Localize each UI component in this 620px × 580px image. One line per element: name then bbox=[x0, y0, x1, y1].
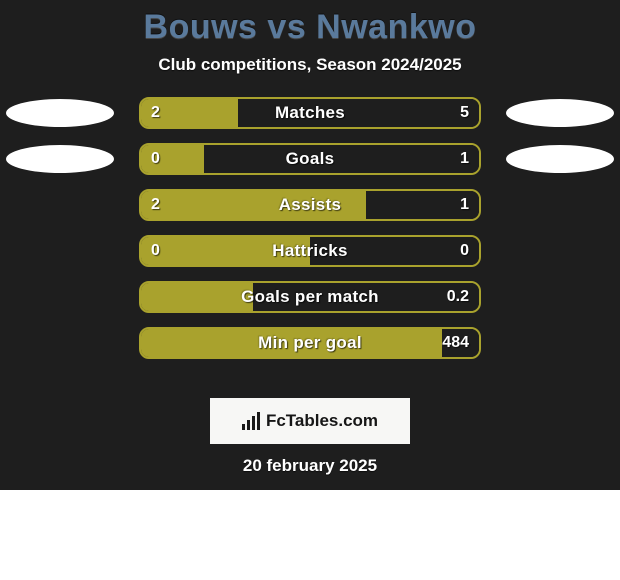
subtitle: Club competitions, Season 2024/2025 bbox=[0, 55, 620, 75]
logo-text: FcTables.com bbox=[266, 411, 378, 431]
stat-value-left: 0 bbox=[151, 237, 160, 265]
page-title: Bouws vs Nwankwo bbox=[0, 8, 620, 47]
stat-fill-left bbox=[141, 191, 366, 219]
stat-value-right: 5 bbox=[460, 99, 469, 127]
stat-value-left: 0 bbox=[151, 145, 160, 173]
stat-fill-left bbox=[141, 237, 310, 265]
stat-row: 25Matches bbox=[0, 97, 620, 129]
stat-bar: 01Goals bbox=[139, 143, 481, 175]
stat-fill-left bbox=[141, 283, 253, 311]
stat-value-right: 0.2 bbox=[447, 283, 469, 311]
stat-fill-right bbox=[238, 99, 479, 127]
team-badge-right bbox=[506, 145, 614, 173]
fctables-logo: FcTables.com bbox=[210, 398, 410, 444]
stat-value-right: 0 bbox=[460, 237, 469, 265]
team-badge-left bbox=[6, 99, 114, 127]
stat-fill-right bbox=[253, 283, 479, 311]
stat-fill-left bbox=[141, 329, 442, 357]
stat-fill-right bbox=[310, 237, 479, 265]
stat-bar: 00Hattricks bbox=[139, 235, 481, 267]
date-line: 20 february 2025 bbox=[0, 456, 620, 476]
stat-row: 00Hattricks bbox=[0, 235, 620, 267]
team-badge-right bbox=[506, 99, 614, 127]
stat-row: 0.2Goals per match bbox=[0, 281, 620, 313]
stat-row: 484Min per goal bbox=[0, 327, 620, 359]
team-badge-left bbox=[6, 145, 114, 173]
stat-value-right: 484 bbox=[442, 329, 469, 357]
stat-bar: 484Min per goal bbox=[139, 327, 481, 359]
stat-fill-right bbox=[204, 145, 479, 173]
stat-bar: 25Matches bbox=[139, 97, 481, 129]
stat-value-right: 1 bbox=[460, 145, 469, 173]
stat-rows: 25Matches01Goals21Assists00Hattricks0.2G… bbox=[0, 97, 620, 359]
stat-bar: 21Assists bbox=[139, 189, 481, 221]
comparison-card: Bouws vs Nwankwo Club competitions, Seas… bbox=[0, 0, 620, 490]
stat-value-left: 2 bbox=[151, 99, 160, 127]
stat-value-left: 2 bbox=[151, 191, 160, 219]
stat-row: 01Goals bbox=[0, 143, 620, 175]
stat-value-right: 1 bbox=[460, 191, 469, 219]
logo-bars-icon bbox=[242, 412, 260, 430]
stat-row: 21Assists bbox=[0, 189, 620, 221]
stat-bar: 0.2Goals per match bbox=[139, 281, 481, 313]
